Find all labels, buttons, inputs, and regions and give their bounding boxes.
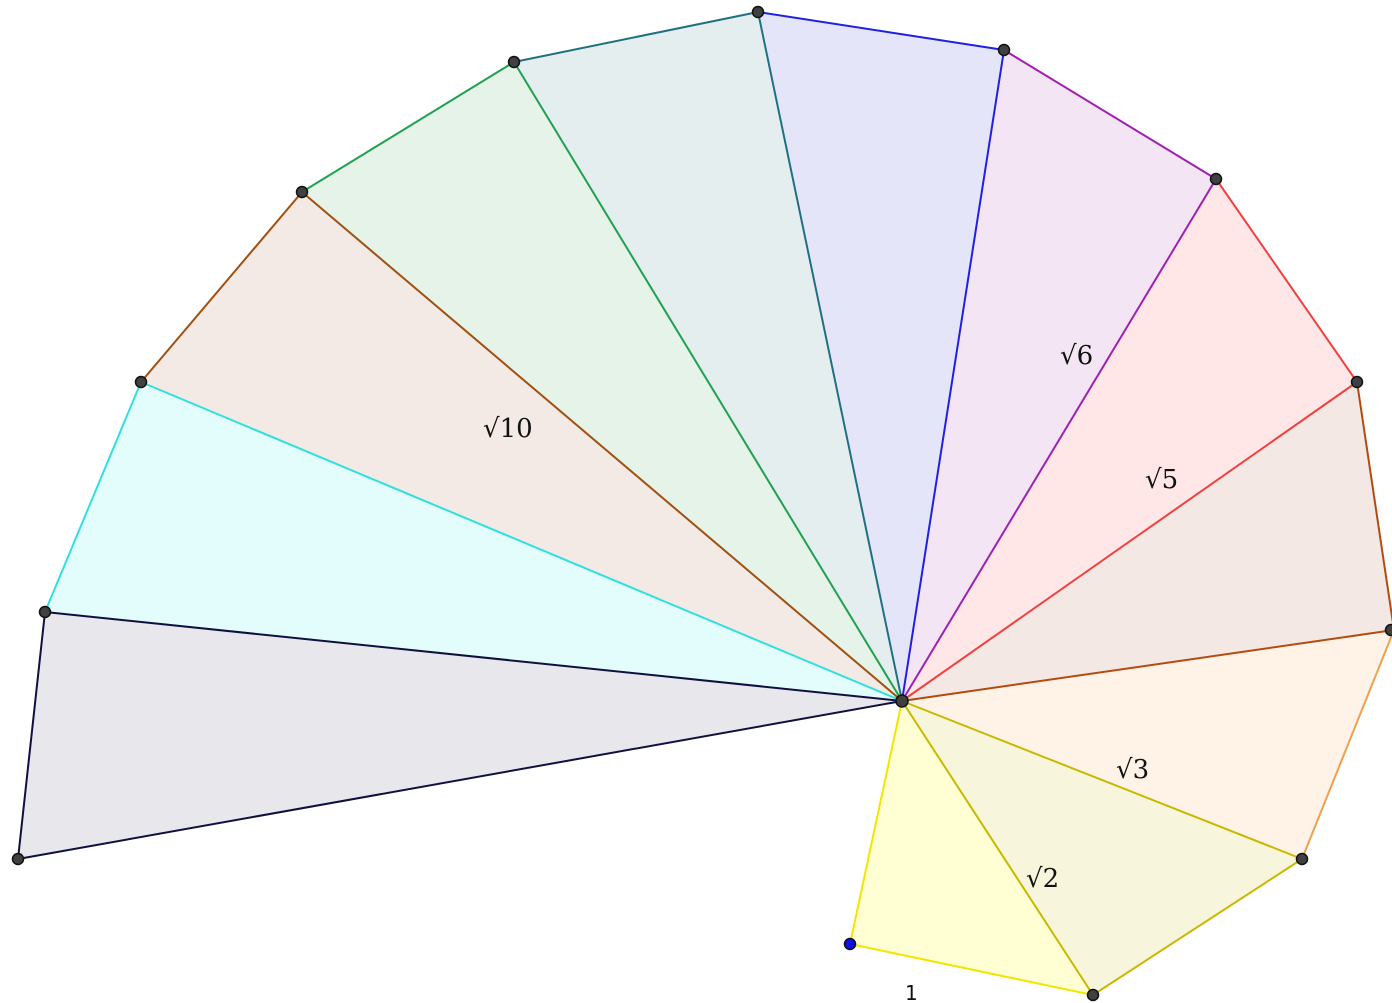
vertex-point[interactable] — [38, 605, 52, 619]
spoke-2 — [901, 629, 1392, 702]
vertex-point[interactable] — [11, 852, 25, 866]
triangle-12-fill — [18, 612, 902, 859]
start-point[interactable] — [843, 937, 857, 951]
edge-2 — [1092, 858, 1303, 996]
edge-11 — [44, 381, 142, 613]
spoke-sqrt7 — [901, 49, 1005, 702]
points — [11, 5, 1392, 1002]
vertex-point[interactable] — [751, 5, 765, 19]
spoke-sqrt8 — [757, 11, 903, 702]
label-sqrt3: √3 — [1116, 755, 1149, 785]
triangle-fills — [18, 12, 1392, 995]
edge-3 — [1301, 632, 1392, 860]
edge-6 — [1003, 49, 1217, 180]
triangle-5-fill — [902, 179, 1357, 701]
triangle-1-fill — [850, 701, 1093, 995]
label-sqrt5: √5 — [1145, 465, 1178, 495]
vertex-point[interactable] — [295, 185, 309, 199]
label-unit: 1 — [905, 981, 918, 1003]
triangle-4-fill — [902, 382, 1392, 701]
vertex-point[interactable] — [507, 55, 521, 69]
triangle-11-fill — [45, 382, 902, 701]
spoke-sqrt11 — [140, 381, 903, 702]
edge-7 — [757, 11, 1005, 51]
spoke-sqrt10 — [301, 191, 903, 702]
vertex-point[interactable] — [1384, 623, 1392, 637]
triangle-6-fill — [902, 50, 1216, 701]
vertex-point[interactable] — [134, 375, 148, 389]
edge-9 — [301, 61, 515, 193]
spoke-sqrt3 — [901, 700, 1303, 860]
edge-10 — [140, 191, 303, 383]
spoke-3 — [513, 61, 903, 702]
triangle-3-fill — [902, 630, 1392, 859]
triangle-8-fill — [514, 12, 902, 701]
edge-5 — [1215, 178, 1358, 383]
edge-4 — [1356, 381, 1392, 624]
triangle-2-fill — [902, 701, 1302, 995]
spokes — [17, 11, 1392, 996]
spoke-sqrt2 — [901, 700, 1094, 996]
center-point[interactable] — [895, 694, 909, 708]
vertex-point[interactable] — [1086, 988, 1100, 1002]
edge-1 — [849, 943, 1094, 996]
segment-labels: 1 √2 √3 √5 √6 √10 — [483, 341, 1178, 1003]
label-sqrt10: √10 — [483, 414, 533, 444]
label-sqrt6: √6 — [1060, 341, 1093, 371]
edge-8 — [513, 11, 759, 63]
vertex-point[interactable] — [997, 43, 1011, 57]
outer-edges — [17, 11, 1392, 996]
spoke-sqrt13 — [17, 700, 903, 860]
triangle-7-fill — [758, 12, 1004, 701]
spoke-sqrt5 — [901, 381, 1358, 702]
label-sqrt2: √2 — [1026, 864, 1059, 894]
edge-12 — [17, 611, 46, 860]
vertex-point[interactable] — [1209, 172, 1223, 186]
triangle-10-fill — [141, 192, 902, 701]
triangle-9-fill — [302, 62, 902, 701]
spoke-sqrt12 — [44, 611, 903, 702]
vertex-point[interactable] — [1350, 375, 1364, 389]
spoke-sqrt6 — [901, 178, 1217, 702]
spoke-1 — [849, 700, 903, 945]
vertex-point[interactable] — [1295, 852, 1309, 866]
